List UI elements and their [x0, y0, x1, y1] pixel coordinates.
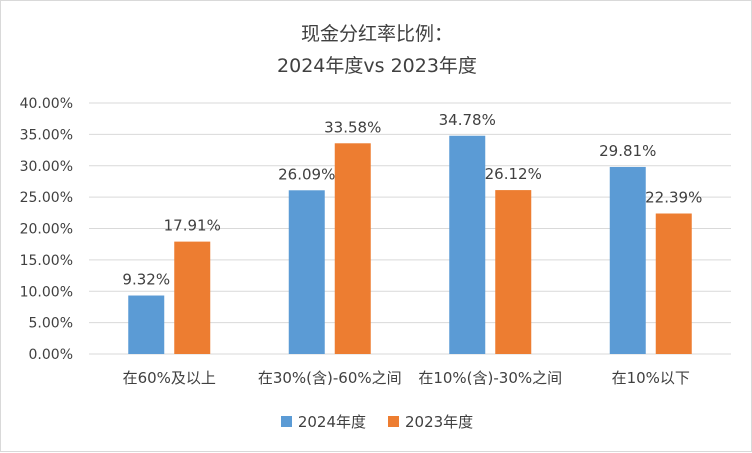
- legend-label-2023: 2023年度: [405, 413, 474, 431]
- bar-2024: [128, 295, 165, 354]
- bar-2023: [495, 190, 532, 354]
- bar-2024: [609, 166, 646, 354]
- y-tick-label: 10.00%: [20, 284, 73, 300]
- data-label: 34.78%: [439, 111, 496, 129]
- data-label: 9.32%: [122, 271, 170, 289]
- y-tick-label: 20.00%: [20, 222, 73, 238]
- legend-item-2023: 2023年度: [388, 411, 473, 432]
- data-label: 26.09%: [278, 165, 335, 183]
- chart-title-line-2: 2024年度vs 2023年度: [277, 55, 477, 77]
- y-tick-label: 5.00%: [29, 316, 73, 332]
- y-tick-label: 0.00%: [29, 347, 73, 363]
- x-category-label: 在10%(含)-30%之间: [418, 369, 562, 387]
- bar-2024: [449, 135, 486, 354]
- y-tick-label: 30.00%: [20, 159, 73, 175]
- data-label: 22.39%: [645, 189, 702, 207]
- legend-item-2024: 2024年度: [280, 411, 366, 432]
- y-tick-label: 40.00%: [20, 96, 73, 112]
- data-label: 17.91%: [164, 217, 221, 235]
- bar-2023: [655, 213, 692, 354]
- y-tick-label: 25.00%: [20, 190, 73, 206]
- y-tick-label: 15.00%: [20, 253, 73, 269]
- bar-2023: [174, 241, 211, 354]
- x-category-label: 在60%及以上: [123, 369, 216, 387]
- legend-label-2024: 2024年度: [297, 413, 366, 431]
- data-label: 33.58%: [324, 118, 381, 136]
- x-category-label: 在10%以下: [612, 369, 690, 387]
- data-label: 26.12%: [485, 165, 542, 183]
- x-category-label: 在30%(含)-60%之间: [258, 369, 402, 387]
- data-label: 29.81%: [599, 142, 656, 160]
- legend-swatch-2023: [388, 416, 399, 427]
- legend-swatch-2024: [280, 416, 292, 427]
- chart-legend: 2024年度 2023年度: [1, 411, 752, 432]
- chart-title-line-1: 现金分红率比例：: [300, 23, 453, 45]
- bar-2023: [334, 143, 371, 354]
- y-tick-label: 35.00%: [20, 127, 73, 143]
- bar-2024: [288, 190, 325, 354]
